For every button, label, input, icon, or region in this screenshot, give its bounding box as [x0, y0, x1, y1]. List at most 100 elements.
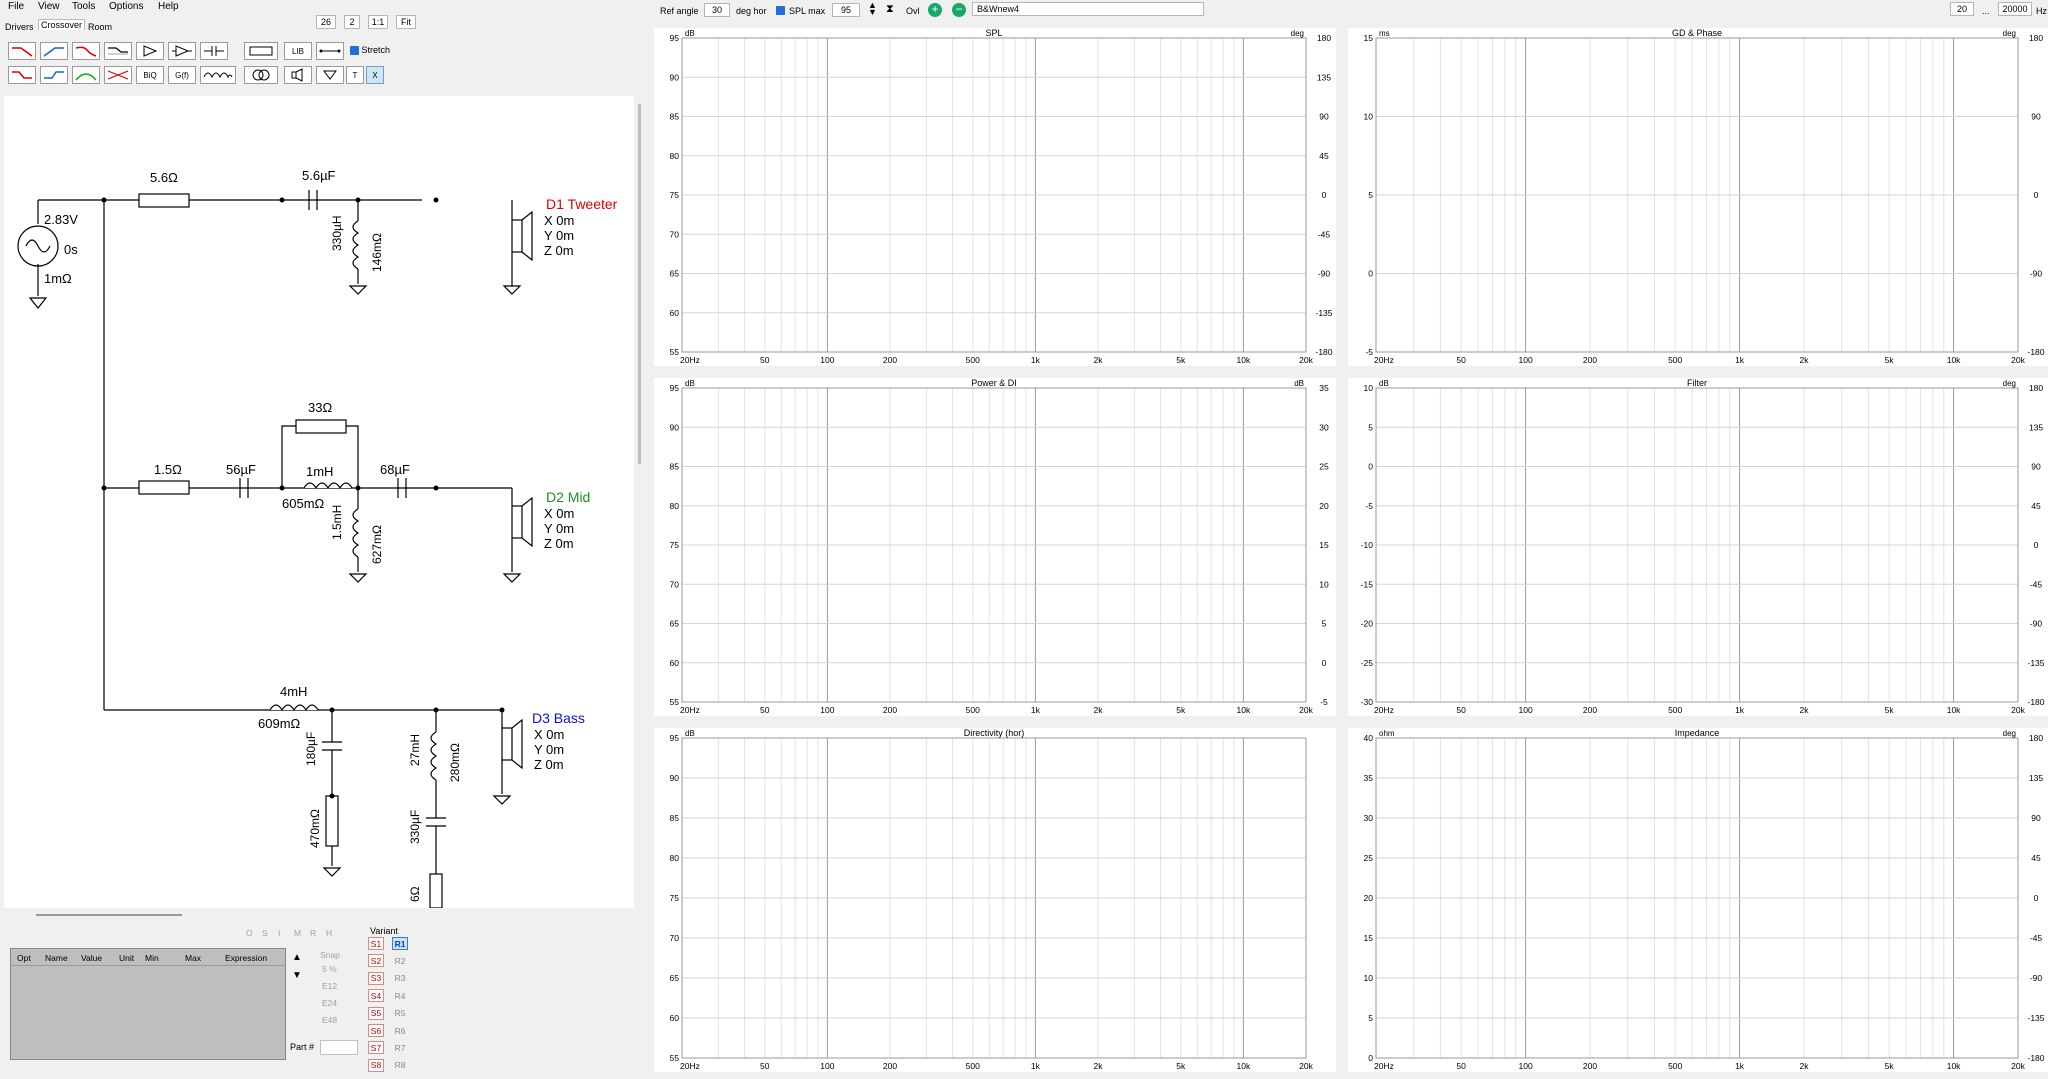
gf-button[interactable]: G(f): [168, 66, 196, 84]
variant-r7-button[interactable]: R7: [394, 1042, 406, 1053]
move-down-icon[interactable]: ▼: [292, 970, 302, 981]
mid-c1-label[interactable]: 56µF: [226, 462, 256, 477]
add-overlay-icon[interactable]: +: [928, 3, 942, 17]
variant-s6-button[interactable]: S6: [368, 1024, 384, 1037]
inductor-icon[interactable]: [200, 66, 236, 84]
zoom-1to1-button[interactable]: 1:1: [368, 15, 388, 29]
power-graph-panel[interactable]: Power & DI dB dB 95 90 85 80 75 70 65 60 55 35 30 25 20…: [654, 378, 1336, 716]
opt-r[interactable]: R: [310, 928, 317, 938]
spl-graph-panel[interactable]: SPL dB deg 95 90 85 80 75 70 65 60 55 180 135 90 45 0 -45…: [654, 28, 1336, 366]
variant-s1-button[interactable]: S1: [368, 937, 384, 950]
variant-s4-button[interactable]: S4: [368, 989, 384, 1003]
biquad-button[interactable]: BiQ: [136, 66, 164, 84]
tab-room[interactable]: Room: [88, 22, 113, 32]
bandpass-icon[interactable]: [72, 66, 100, 84]
part-input[interactable]: [320, 1040, 358, 1055]
stretch-checkbox[interactable]: Stretch: [350, 45, 390, 56]
x-button[interactable]: X: [366, 66, 384, 84]
mid-l2-label[interactable]: 1.5mH: [330, 504, 344, 540]
variant-r2-button[interactable]: R2: [394, 955, 406, 966]
opt-h[interactable]: H: [326, 928, 333, 938]
menu-file[interactable]: File: [8, 1, 25, 12]
mid-c2-label[interactable]: 68µF: [380, 462, 410, 477]
canvas-vscrollbar[interactable]: [638, 104, 641, 464]
snap-option-e48[interactable]: E48: [322, 1015, 338, 1025]
transformer-icon[interactable]: [244, 66, 278, 84]
freq-max-input[interactable]: 20000: [1998, 2, 2032, 16]
variant-r5-button[interactable]: R5: [394, 1008, 406, 1019]
capacitor-icon[interactable]: [200, 42, 228, 60]
bass-l2-label[interactable]: 27mH: [408, 733, 422, 766]
lowpass-3-icon[interactable]: [8, 66, 36, 84]
opt-s[interactable]: S: [262, 928, 268, 938]
highpass-3-icon[interactable]: [40, 66, 68, 84]
freq-min-input[interactable]: 20: [1950, 2, 1974, 16]
mid-r1-label[interactable]: 1.5Ω: [154, 462, 182, 477]
buffer-icon[interactable]: [168, 42, 196, 60]
driver-icon[interactable]: [284, 66, 312, 84]
opt-i[interactable]: I: [278, 928, 281, 938]
menu-view[interactable]: View: [38, 1, 60, 12]
imp-graph-panel[interactable]: Impedance ohm deg 40 35 30 25 20 15 10 5 0 180 135 90 4…: [1348, 728, 2048, 1072]
parameter-table[interactable]: Opt Name Value Unit Min Max Expression: [10, 948, 286, 1060]
circuit-canvas[interactable]: 2.83V 0s 1mΩ 5.6Ω 5.6µF 330µH 146mΩ D1 T…: [4, 96, 634, 908]
shelf-filter-icon[interactable]: [104, 42, 132, 60]
opt-m[interactable]: M: [294, 928, 302, 938]
variant-s3-button[interactable]: S3: [368, 971, 384, 985]
lowpass-1-icon[interactable]: [8, 42, 36, 60]
mid-name-label[interactable]: D2 Mid: [546, 489, 591, 505]
bass-c1-label[interactable]: 180µF: [304, 731, 318, 766]
variant-r6-button[interactable]: R6: [394, 1025, 406, 1036]
snap-option-e24[interactable]: E24: [322, 998, 338, 1008]
menu-options[interactable]: Options: [109, 1, 144, 12]
lowpass-2-icon[interactable]: [72, 42, 100, 60]
tweeter-c1-label[interactable]: 5.6µF: [302, 168, 336, 183]
tab-crossover[interactable]: Crossover: [38, 19, 86, 30]
filter-graph-panel[interactable]: Filter dB deg 10 5 0 -5 -10 -15 -20 -25 -30 180 135 90…: [1348, 378, 2048, 716]
tweeter-l1-label[interactable]: 330µH: [330, 215, 344, 251]
notch-filter-icon[interactable]: [104, 66, 132, 84]
variant-r8-button[interactable]: R8: [394, 1060, 406, 1071]
tab-drivers[interactable]: Drivers: [5, 22, 34, 32]
bass-r1-label[interactable]: 470mΩ: [308, 809, 322, 848]
canvas-hscrollbar[interactable]: [36, 914, 182, 916]
dir-graph-panel[interactable]: Directivity (hor) dB 95 90 85 80 75 70 65 60 55 20H…: [654, 728, 1336, 1072]
menu-help[interactable]: Help: [158, 1, 179, 12]
menu-tools[interactable]: Tools: [72, 1, 96, 12]
bass-l1-label[interactable]: 4mH: [280, 684, 308, 699]
resistor-icon[interactable]: [244, 42, 278, 60]
snap-option-5pct[interactable]: 5 %: [322, 964, 337, 974]
bass-c2-label[interactable]: 330µF: [408, 809, 422, 844]
tweeter-name-label[interactable]: D1 Tweeter: [546, 196, 618, 212]
spl-max-checkbox[interactable]: [776, 5, 785, 16]
mid-l1-label[interactable]: 1mH: [306, 464, 334, 479]
zoom-fit-button[interactable]: Fit: [396, 15, 416, 29]
variant-r4-button[interactable]: R4: [394, 990, 406, 1001]
spl-max-input[interactable]: 95: [832, 3, 860, 17]
spl-max-spinner[interactable]: ▲ ▼: [868, 0, 877, 17]
remove-overlay-icon[interactable]: −: [952, 3, 966, 17]
bass-r2-label[interactable]: 6Ω: [408, 886, 422, 902]
bass-name-label[interactable]: D3 Bass: [532, 710, 585, 726]
snap-option-e12[interactable]: E12: [322, 981, 338, 991]
lib-button[interactable]: LIB: [284, 42, 312, 60]
mid-r2-label[interactable]: 33Ω: [308, 400, 333, 415]
zoom-step-input[interactable]: 2: [344, 15, 360, 29]
amplifier-icon[interactable]: [136, 42, 164, 60]
zoom-value-input[interactable]: 26: [316, 15, 336, 29]
tweeter-r1-label[interactable]: 5.6Ω: [150, 170, 178, 185]
ground-icon[interactable]: [316, 66, 344, 84]
variant-s5-button[interactable]: S5: [368, 1006, 384, 1020]
variant-s7-button[interactable]: S7: [368, 1041, 384, 1055]
gd-graph-panel[interactable]: GD & Phase ms deg 15 10 5 0 -5 180 90 0 -90 -180 20Hz…: [1348, 28, 2048, 366]
highpass-1-icon[interactable]: [40, 42, 68, 60]
variant-r1-button[interactable]: R1: [392, 937, 408, 950]
project-name-input[interactable]: B&Wnew4: [972, 2, 1204, 16]
opt-o[interactable]: O: [246, 928, 253, 938]
ref-angle-input[interactable]: 30: [704, 3, 730, 17]
hourglass-icon[interactable]: ⧗: [886, 3, 894, 15]
t-button[interactable]: T: [346, 66, 364, 84]
variant-s2-button[interactable]: S2: [368, 954, 384, 968]
move-up-icon[interactable]: ▲: [292, 952, 302, 963]
variant-s8-button[interactable]: S8: [368, 1058, 384, 1072]
